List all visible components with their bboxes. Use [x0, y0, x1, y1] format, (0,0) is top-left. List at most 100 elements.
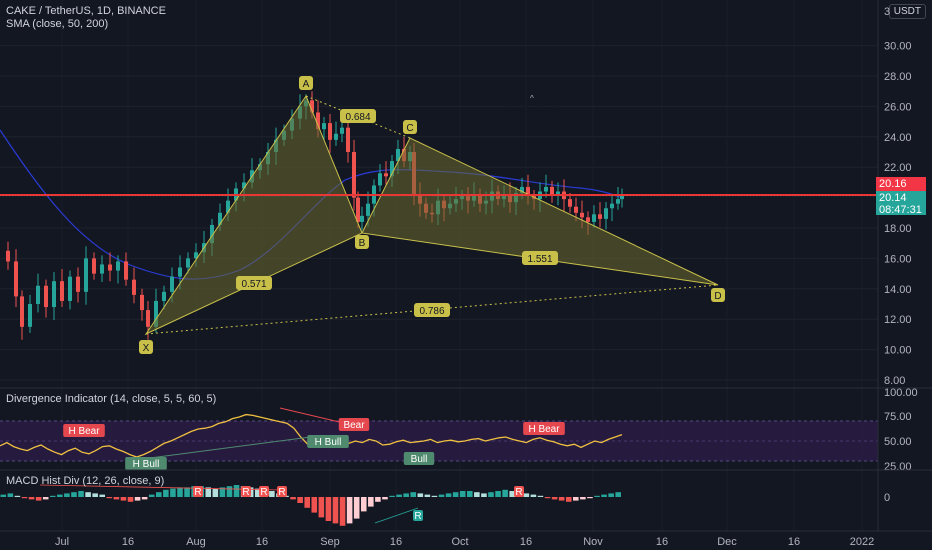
pattern-ratio-box	[236, 276, 272, 290]
candle-body	[616, 199, 620, 204]
macd-bar	[64, 493, 70, 497]
price-tick-label: 24.00	[884, 132, 912, 144]
divergence-title: Divergence Indicator (14, close, 5, 5, 6…	[6, 393, 217, 405]
candle-body	[36, 285, 40, 304]
macd-bar	[212, 488, 219, 497]
high-price-tag: 20.16	[876, 177, 926, 191]
candle-body	[100, 264, 104, 274]
macd-bar	[551, 497, 558, 500]
macd-bar	[184, 487, 190, 497]
symbol-title: CAKE / TetherUS, 1D, BINANCE	[6, 5, 166, 17]
time-tick-label: 16	[520, 536, 532, 548]
divergence-label-box	[307, 435, 349, 448]
macd-bar	[78, 491, 84, 497]
candle-body	[154, 300, 158, 327]
divergence-label-box	[63, 424, 105, 437]
candle-body	[340, 127, 344, 134]
macd-bar	[163, 489, 169, 497]
macd-bar	[325, 497, 332, 521]
macd-bar	[587, 497, 593, 499]
pattern-point-marker	[403, 120, 417, 134]
macd-bar	[452, 492, 459, 497]
candle-body	[194, 252, 198, 259]
macd-bar	[481, 493, 487, 497]
candle-body	[356, 197, 360, 222]
candle-body	[116, 261, 120, 271]
pattern-point-label: X	[143, 343, 150, 354]
bar-countdown: 08:47:31	[879, 204, 922, 216]
price-tick-label: 30.00	[884, 41, 912, 53]
death-cross-caret: ^	[530, 94, 534, 103]
candle-body	[598, 214, 602, 219]
macd-bar	[297, 497, 303, 503]
macd-bar	[156, 492, 162, 497]
macd-bar	[269, 491, 275, 497]
price-tick-label: 8.00	[884, 375, 905, 387]
candle-body	[390, 161, 394, 177]
time-tick-label: 2022	[850, 536, 874, 548]
macd-markers: R R R RRR	[193, 486, 524, 522]
macd-bar	[353, 497, 360, 519]
pattern-ratio-label: 0.571	[241, 279, 266, 290]
macd-bar	[360, 497, 367, 512]
macd-bar	[290, 497, 296, 500]
macd-bar	[445, 493, 452, 497]
macd-legend[interactable]: MACD Hist Div (12, 26, close, 9)	[6, 475, 164, 487]
candle-body	[108, 264, 112, 271]
price-axis[interactable]: 30.00 28.00 26.00 24.00 22.00 18.00 16.00 14.00…	[884, 41, 912, 387]
candle-body	[14, 261, 18, 297]
candle-body	[242, 182, 246, 189]
macd-bar	[382, 497, 388, 500]
macd-bar	[537, 495, 544, 497]
symbol-legend[interactable]: CAKE / TetherUS, 1D, BINANCE	[6, 5, 166, 17]
macd-bar	[21, 497, 28, 499]
macd-bar	[141, 497, 148, 500]
candle-body	[6, 250, 10, 262]
divergence-legend[interactable]: Divergence Indicator (14, close, 5, 5, 6…	[6, 393, 216, 405]
candle-body	[146, 310, 150, 327]
time-tick-label: 16	[788, 536, 800, 548]
macd-bar	[0, 494, 7, 497]
macd-bar	[85, 492, 91, 497]
divergence-label: H Bull	[315, 437, 342, 448]
macd-bar	[615, 492, 621, 497]
candle-body	[526, 186, 530, 197]
macd-bar	[346, 497, 353, 524]
sma-legend[interactable]: SMA (close, 50, 200)	[6, 18, 108, 30]
macd-bar	[580, 497, 586, 500]
macd-bar	[311, 497, 318, 513]
macd-pane[interactable]: R R R RRR 0	[0, 469, 932, 526]
time-tick-label: Aug	[186, 536, 206, 548]
divergence-tick-label: 25.00	[884, 461, 912, 473]
macd-marker-label: R	[194, 487, 201, 498]
time-axis[interactable]: Jul 16 Aug 16 Sep 16 Oct 16 Nov 16 Dec 16 2022	[0, 530, 932, 548]
divergence-label: H Bear	[68, 426, 100, 437]
macd-bar	[403, 493, 409, 497]
macd-bar	[332, 497, 339, 524]
macd-bar	[127, 497, 134, 502]
time-tick-label: 16	[122, 536, 134, 548]
macd-bar	[459, 491, 466, 497]
currency-badge[interactable]: USDT	[888, 4, 926, 19]
macd-bar	[523, 493, 530, 497]
macd-bar	[530, 494, 537, 497]
macd-bar	[594, 495, 600, 497]
macd-bar	[92, 493, 98, 497]
macd-marker-label: R	[414, 511, 421, 522]
divergence-label-box	[125, 457, 167, 470]
pattern-point-marker	[355, 235, 369, 249]
macd-bar	[417, 493, 424, 497]
candle-body	[366, 203, 370, 216]
divergence-label: Bull	[411, 454, 428, 465]
price-tick-label: 16.00	[884, 253, 912, 265]
macd-bar	[106, 497, 113, 499]
resistance-line	[0, 194, 878, 197]
macd-bar	[431, 495, 438, 497]
time-tick-label: 16	[656, 536, 668, 548]
macd-bar	[474, 492, 480, 497]
divergence-label-box	[403, 452, 435, 465]
candle-body	[20, 296, 24, 327]
